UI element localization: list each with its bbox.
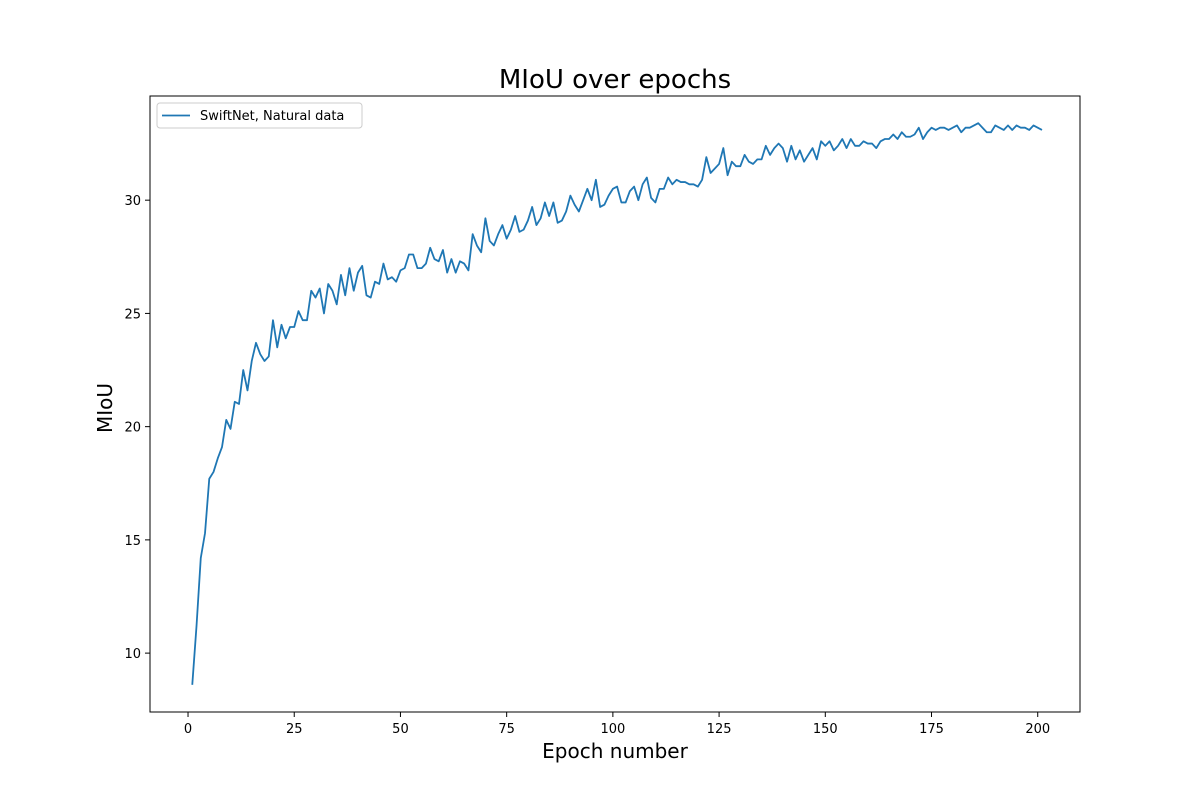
x-tick-label: 125 xyxy=(707,722,732,737)
x-axis-label: Epoch number xyxy=(542,739,688,763)
chart-title: MIoU over epochs xyxy=(499,65,731,95)
x-tick-label: 75 xyxy=(498,722,515,737)
y-axis-label: MIoU xyxy=(93,383,117,433)
x-axis-ticks: 0 25 50 75 100 125 150 175 200 xyxy=(184,712,1050,737)
x-tick-label: 50 xyxy=(392,722,409,737)
legend-label: SwiftNet, Natural data xyxy=(200,109,344,124)
x-tick-label: 175 xyxy=(919,722,944,737)
x-tick-label: 25 xyxy=(286,722,303,737)
x-tick-label: 200 xyxy=(1025,722,1050,737)
y-tick-label: 25 xyxy=(124,307,141,322)
y-axis-ticks: 10 15 20 25 30 xyxy=(124,194,150,662)
x-tick-label: 0 xyxy=(184,722,192,737)
x-tick-label: 150 xyxy=(813,722,838,737)
x-tick-label: 100 xyxy=(600,722,625,737)
y-tick-label: 30 xyxy=(124,194,141,209)
legend-box xyxy=(156,102,363,129)
series-line-swiftnet xyxy=(191,122,1043,685)
y-tick-label: 15 xyxy=(124,534,141,549)
plot-frame xyxy=(149,95,1081,713)
y-tick-label: 20 xyxy=(124,421,141,436)
plot-area xyxy=(149,95,1081,713)
legend: SwiftNet, Natural data xyxy=(156,102,363,129)
y-tick-label: 10 xyxy=(124,647,141,662)
